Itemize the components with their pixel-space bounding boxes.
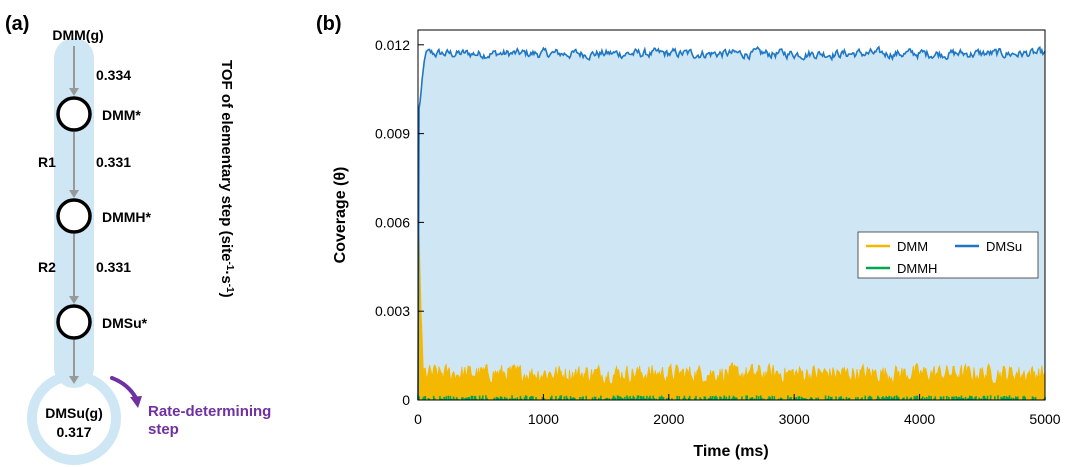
node-label-dmmh: DMMH* (102, 209, 152, 225)
y-tick-label: 0.006 (375, 214, 410, 230)
legend-box (857, 231, 1039, 279)
panel-a-label: (a) (5, 13, 29, 35)
top-species: DMM(g) (52, 27, 103, 43)
panel-b-label: (b) (316, 13, 342, 35)
arrow-1-head (69, 88, 79, 96)
node-label-dmsu: DMSu* (102, 315, 148, 331)
y-ticks: 0 0.003 0.006 0.009 0.012 (375, 37, 424, 408)
plot-frame (417, 29, 1046, 401)
tof-label-sup1: -1 (225, 261, 236, 270)
series-dmsu-line (417, 45, 1046, 401)
rds-arrow (110, 376, 138, 400)
product-tof-value: 0.317 (56, 424, 91, 440)
legend-label-dmmh: DMMH (897, 261, 937, 276)
tof-label-mid: ·s (218, 270, 235, 283)
tof-value-3: 0.331 (96, 259, 131, 275)
panel-b: (b) 0 0.003 0.006 0.009 0.012 0 1000 2000 3000 4… (316, 13, 1061, 460)
node-label-dmm: DMM* (102, 107, 141, 123)
tof-value-1: 0.334 (96, 67, 131, 83)
arrow-3-head (69, 296, 79, 304)
tof-label-suffix: ) (218, 293, 235, 298)
series-dmm (417, 192, 1046, 401)
arrow-4-head (69, 376, 79, 384)
legend: DMM DMSu DMMH (857, 231, 1039, 279)
x-tick-label: 3000 (779, 411, 810, 427)
legend-label-dmm: DMM (897, 239, 928, 254)
node-dmm (56, 96, 92, 132)
y-tick-label: 0.009 (375, 126, 410, 142)
panel-a: (a) DMM(g) DMM* DMMH* DMSu* 0.334 0.331 … (5, 13, 271, 465)
node-dmsu (56, 304, 92, 340)
reaction-label-r1: R1 (38, 154, 56, 170)
y-tick-label: 0.003 (375, 303, 410, 319)
product-species: DMSu(g) (45, 405, 103, 421)
tof-label-prefix: TOF of elementary step (site (218, 60, 235, 261)
rds-label-line2: step (148, 421, 179, 438)
x-tick-label: 2000 (653, 411, 684, 427)
pathway-arrows (69, 46, 79, 384)
tof-vertical-label: TOF of elementary step (site-1·s-1) (218, 60, 236, 298)
chart-area (417, 45, 1046, 401)
series-dmsu-area (418, 46, 1045, 400)
arrow-2-head (69, 190, 79, 198)
reaction-label-r2: R2 (38, 259, 56, 275)
y-tick-label: 0.012 (375, 37, 410, 53)
x-tick-label: 4000 (904, 411, 935, 427)
y-axis-label: Coverage (θ) (332, 167, 349, 264)
x-ticks: 0 1000 2000 3000 4000 5000 (414, 394, 1061, 427)
rds-label-line1: Rate-determining (148, 403, 271, 420)
x-tick-label: 1000 (528, 411, 559, 427)
x-axis-label: Time (ms) (693, 443, 768, 460)
x-tick-label: 0 (414, 411, 422, 427)
legend-label-dmsu: DMSu (986, 239, 1022, 254)
x-tick-label: 5000 (1029, 411, 1060, 427)
node-dmmh (56, 198, 92, 234)
y-tick-label: 0 (402, 392, 410, 408)
tof-value-2: 0.331 (96, 154, 131, 170)
tof-label-sup2: -1 (225, 284, 236, 293)
rds-arrow-head (130, 396, 142, 408)
